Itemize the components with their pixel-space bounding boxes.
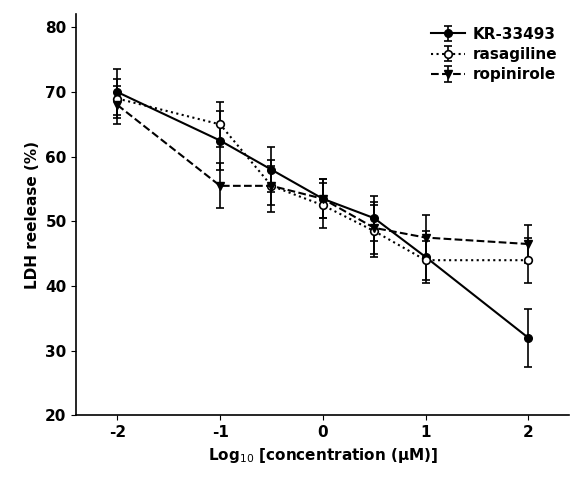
Y-axis label: LDH reelease (%): LDH reelease (%) <box>25 141 40 289</box>
Legend: KR-33493, rasagiline, ropinirole: KR-33493, rasagiline, ropinirole <box>427 22 562 87</box>
X-axis label: Log$_{10}$ [concentration (μM)]: Log$_{10}$ [concentration (μM)] <box>208 446 438 465</box>
